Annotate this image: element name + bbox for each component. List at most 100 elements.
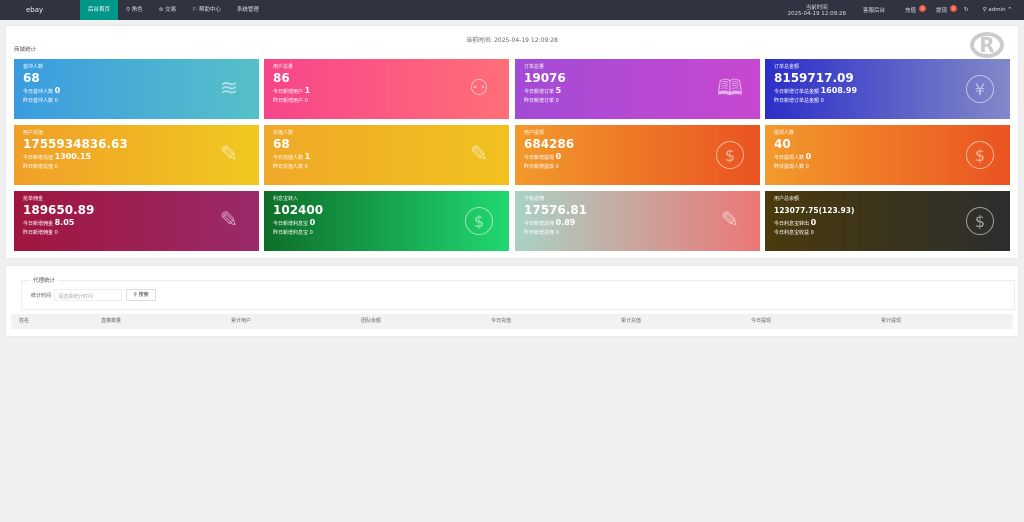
layers-icon: ≋: [219, 76, 239, 101]
stat-card: 用户充值 1755934836.63 今日新增充值 1300.15 昨日新增充值…: [14, 125, 259, 185]
card-today: 今日新增利息宝 0: [273, 218, 316, 227]
recharge-link[interactable]: 充值 0: [895, 5, 926, 14]
card-yesterday: 昨日新增利息宝 0: [273, 230, 313, 236]
question-edit-icon: ✎: [219, 142, 239, 167]
card-title: 用户提现: [524, 130, 545, 136]
dollar-icon: $: [966, 207, 994, 235]
recharge-badge: 0: [919, 5, 926, 12]
question-edit-icon: ✎: [219, 208, 239, 233]
nav-role[interactable]: ⚲ 角色: [126, 7, 143, 13]
card-yesterday: 昨日新增佣金 0: [23, 230, 58, 236]
nav-trade[interactable]: ⊜ 交易: [158, 7, 177, 13]
card-value: 684286: [524, 137, 575, 151]
stat-card: 订单总金额 8159717.09 今日新增订单总金额 1608.99 昨日新增订…: [765, 59, 1010, 119]
stat-card: 充值人数 68 今日充值人数 1 昨日充值人数 0 ✎: [264, 125, 509, 185]
search-button[interactable]: ⚲ 搜索: [126, 289, 156, 301]
user-icon: ⚲: [126, 7, 132, 13]
question-edit-icon: ✎: [469, 142, 489, 167]
card-value: 68: [23, 71, 40, 85]
stat-card: 订单总量 19076 今日新增订单 5 昨日新增订单 0 🕮: [515, 59, 760, 119]
card-yesterday: 今日利息宝收益 0: [774, 230, 814, 236]
card-yesterday: 昨日新增用户 0: [273, 98, 308, 104]
card-yesterday: 昨日提现人数 0: [774, 164, 809, 170]
exchange-icon: ⊜: [158, 7, 166, 13]
user-menu[interactable]: ⚲ admin ^: [982, 7, 1012, 13]
card-title: 用户总余额: [774, 196, 800, 202]
card-title: 提现人数: [774, 130, 795, 136]
card-yesterday: 昨日首冲人数 0: [23, 98, 58, 104]
stat-card: 提现人数 40 今日提现人数 0 昨日提现人数 0 $: [765, 125, 1010, 185]
card-value: 68: [273, 137, 290, 151]
card-value: 123077.75(123.93): [774, 206, 855, 215]
flag-icon: ⚐: [192, 7, 199, 13]
table-header: 姓名 直推数量 累计用户 团队余额 今日充值 累计充值 今日提现 累计提现: [11, 314, 1013, 329]
col-header: 今日提现: [751, 318, 772, 324]
card-value: 102400: [273, 203, 324, 217]
col-header: 今日充值: [491, 318, 512, 324]
registered-mark-logo: R: [970, 32, 1004, 58]
stat-card: 用户总量 86 今日新增用户 1 昨日新增用户 0 ⚇: [264, 59, 509, 119]
col-header: 累计用户: [231, 318, 252, 324]
card-yesterday: 昨日充值人数 0: [273, 164, 308, 170]
card-yesterday: 昨日新增订单总金额 0: [774, 98, 824, 104]
top-bar: ebay 后台首页 ⚲ 角色 ⊜ 交易 ⚐ 帮助中心 系统管理 当前时间 2025…: [0, 0, 1024, 20]
user-icon: ⚇: [469, 76, 489, 101]
book-icon: 🕮: [717, 76, 743, 101]
time-input[interactable]: 请选择统计时间: [54, 289, 122, 301]
time-label: 统计时间: [31, 293, 52, 299]
withdraw-link[interactable]: 提现 0: [926, 5, 958, 14]
card-title: 用户总量: [273, 64, 294, 70]
card-today: 今日充值人数 1: [273, 152, 311, 161]
fieldset-legend: 代理统计: [30, 276, 59, 284]
card-value: 189650.89: [23, 203, 95, 217]
card-yesterday: 昨日新增订单 0: [524, 98, 559, 104]
search-icon: ⚲: [133, 292, 139, 298]
refresh-icon[interactable]: ↻: [964, 7, 969, 13]
card-today: 今日新增用户 1: [273, 86, 311, 95]
nav-home[interactable]: 后台首页: [80, 0, 119, 20]
user-icon: ⚲: [982, 7, 989, 13]
card-today: 今日新增佣金 8.05: [23, 218, 75, 227]
mall-stats-panel: 当前时间: 2025-04-19 12:09:28 商城统计 R 首冲人数 68…: [6, 26, 1018, 258]
card-yesterday: 昨日新增返佣 0: [524, 230, 559, 236]
logo: ebay: [26, 6, 44, 14]
card-value: 19076: [524, 71, 566, 85]
card-title: 充值人数: [273, 130, 294, 136]
section-title: 商城统计: [14, 47, 37, 53]
card-title: 首冲人数: [23, 64, 44, 70]
card-title: 利息宝转入: [273, 196, 299, 202]
card-yesterday: 昨日新增充值 0: [23, 164, 58, 170]
stat-card: 抢单佣金 189650.89 今日新增佣金 8.05 昨日新增佣金 0 ✎: [14, 191, 259, 251]
col-header: 累计提现: [881, 318, 902, 324]
stat-card: 首冲人数 68 今日首冲人数 0 昨日首冲人数 0 ≋: [14, 59, 259, 119]
dollar-icon: $: [465, 207, 493, 235]
card-title: 抢单佣金: [23, 196, 44, 202]
current-time-title: 当前时间: 2025-04-19 12:09:28: [466, 37, 558, 44]
dollar-icon: $: [966, 141, 994, 169]
card-value: 1755934836.63: [23, 137, 128, 151]
card-today: 今日新增返佣 0.89: [524, 218, 576, 227]
col-header: 团队余额: [361, 318, 382, 324]
nav-help[interactable]: ⚐ 帮助中心: [192, 7, 221, 13]
agent-filter: 代理统计 统计时间 请选择统计时间 ⚲ 搜索: [21, 276, 1015, 310]
card-today: 今日新增订单 5: [524, 86, 562, 95]
chevron-up-icon: ^: [1007, 7, 1012, 13]
card-title: 订单总量: [524, 64, 545, 70]
card-value: 17576.81: [524, 203, 588, 217]
col-header: 姓名: [19, 318, 30, 324]
card-today: 今日新增充值 1300.15: [23, 152, 92, 161]
yen-icon: ¥: [966, 75, 994, 103]
card-yesterday: 昨日新增提现 0: [524, 164, 559, 170]
dollar-icon: $: [716, 141, 744, 169]
stat-card: 下级返佣 17576.81 今日新增返佣 0.89 昨日新增返佣 0 ✎: [515, 191, 760, 251]
card-today: 今日利息宝转出 0: [774, 218, 817, 227]
card-today: 今日提现人数 0: [774, 152, 812, 161]
card-title: 下级返佣: [524, 196, 545, 202]
service-link[interactable]: 客服后台: [862, 8, 885, 14]
question-edit-icon: ✎: [720, 208, 740, 233]
nav-system[interactable]: 系统管理: [236, 7, 259, 13]
card-value: 86: [273, 71, 290, 85]
current-time: 当前时间 2025-04-19 12:09:28: [787, 5, 846, 17]
card-title: 用户充值: [23, 130, 44, 136]
agent-stats-panel: 代理统计 统计时间 请选择统计时间 ⚲ 搜索 姓名 直推数量 累计用户 团队余额…: [6, 266, 1018, 336]
